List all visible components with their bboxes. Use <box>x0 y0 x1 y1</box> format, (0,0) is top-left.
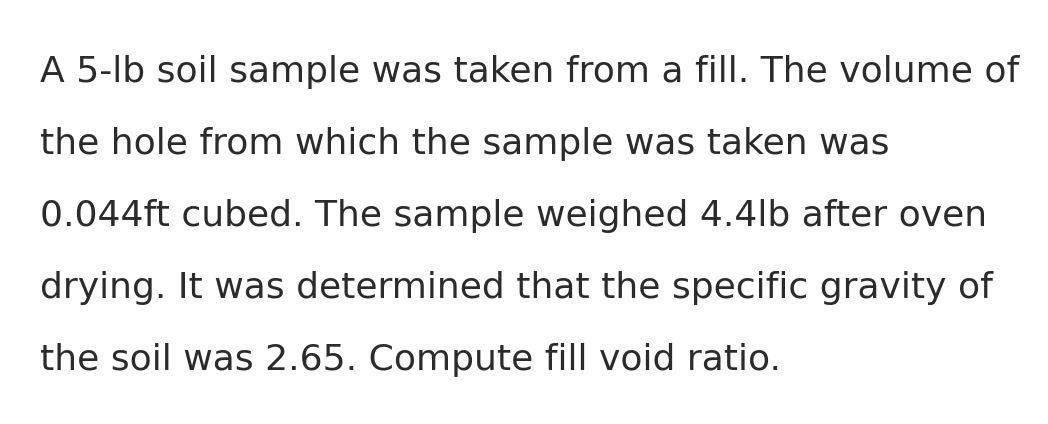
Text: drying. It was determined that the specific gravity of: drying. It was determined that the speci… <box>40 271 992 305</box>
Text: A 5-lb soil sample was taken from a fill. The volume of: A 5-lb soil sample was taken from a fill… <box>40 55 1020 89</box>
Text: the hole from which the sample was taken was: the hole from which the sample was taken… <box>40 127 890 161</box>
Text: the soil was 2.65. Compute fill void ratio.: the soil was 2.65. Compute fill void rat… <box>40 343 781 377</box>
Text: 0.044ft cubed. The sample weighed 4.4lb after oven: 0.044ft cubed. The sample weighed 4.4lb … <box>40 199 987 233</box>
